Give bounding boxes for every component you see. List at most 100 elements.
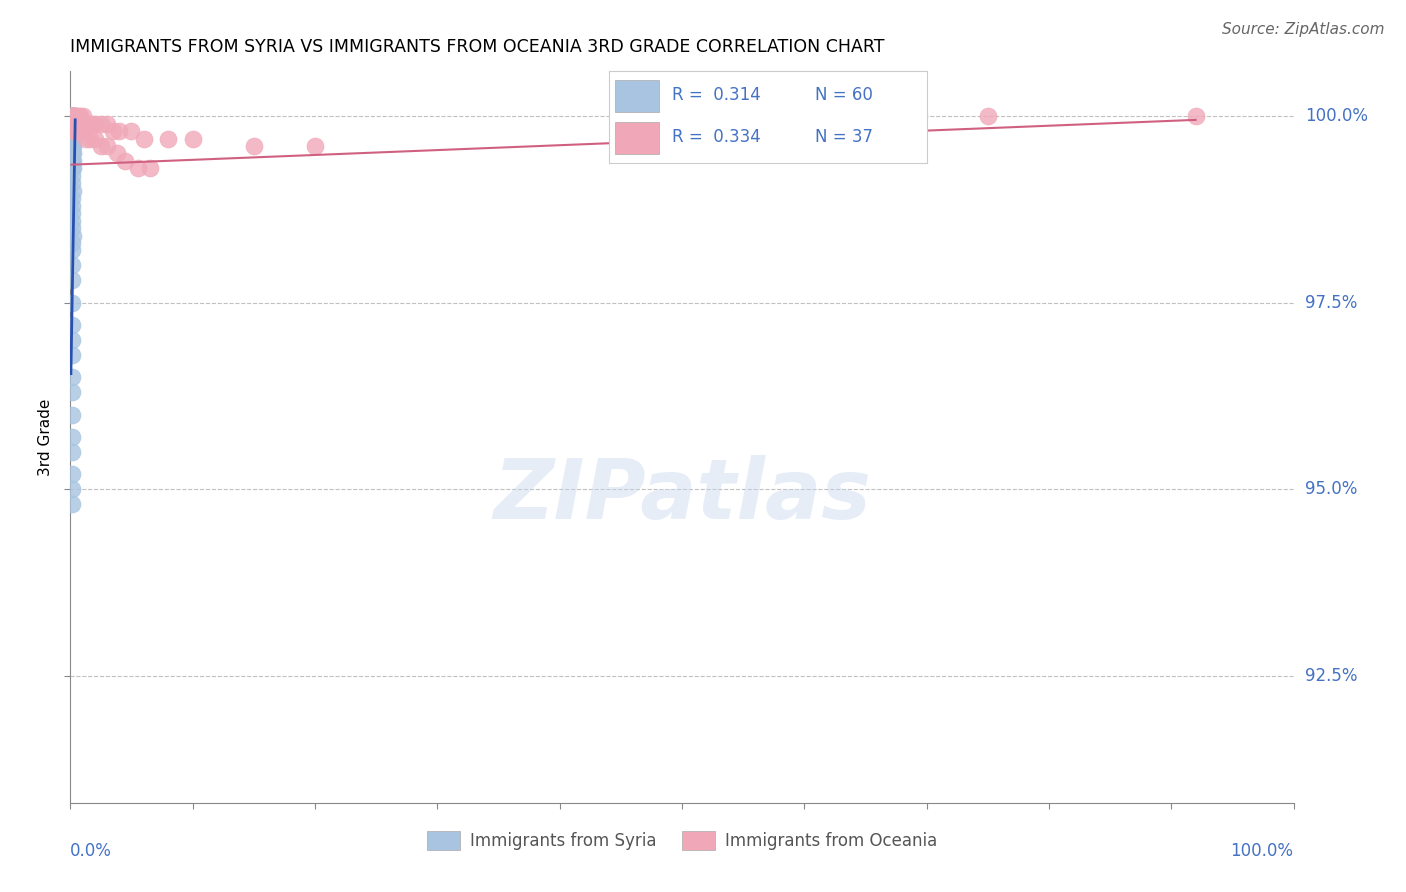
Point	[105, 146, 128, 161]
Point	[75, 131, 97, 145]
Point	[62, 117, 84, 131]
Point	[60, 318, 83, 332]
Point	[62, 139, 84, 153]
Point	[60, 109, 83, 123]
Point	[72, 124, 94, 138]
Text: 92.5%: 92.5%	[1305, 667, 1357, 685]
Point	[60, 146, 83, 161]
Point	[60, 213, 83, 227]
Point	[139, 161, 162, 176]
Text: 100.0%: 100.0%	[1230, 842, 1294, 860]
Point	[60, 153, 83, 168]
Point	[77, 117, 100, 131]
Point	[60, 467, 83, 482]
Point	[60, 139, 83, 153]
Point	[60, 146, 83, 161]
Point	[63, 117, 86, 131]
Point	[60, 177, 83, 191]
Point	[60, 295, 83, 310]
Point	[60, 199, 83, 213]
Point	[62, 153, 84, 168]
Text: Source: ZipAtlas.com: Source: ZipAtlas.com	[1222, 22, 1385, 37]
Point	[62, 228, 84, 243]
Point	[60, 348, 83, 362]
Point	[60, 483, 83, 497]
Point	[60, 497, 83, 511]
Legend: Immigrants from Syria, Immigrants from Oceania: Immigrants from Syria, Immigrants from O…	[420, 824, 943, 856]
Point	[73, 117, 96, 131]
Point	[121, 124, 143, 138]
Point	[60, 333, 83, 347]
Point	[62, 184, 84, 198]
Point	[976, 109, 998, 123]
Point	[69, 109, 91, 123]
Point	[62, 131, 84, 145]
Point	[60, 117, 83, 131]
Text: 97.5%: 97.5%	[1305, 293, 1357, 311]
Point	[62, 124, 84, 138]
Point	[127, 161, 149, 176]
Point	[60, 124, 83, 138]
Point	[65, 109, 87, 123]
Point	[63, 109, 86, 123]
Point	[63, 109, 86, 123]
Point	[62, 124, 84, 138]
Point	[96, 139, 118, 153]
Point	[63, 109, 86, 123]
Point	[60, 191, 83, 205]
Point	[62, 139, 84, 153]
Point	[304, 139, 326, 153]
Y-axis label: 3rd Grade: 3rd Grade	[38, 399, 53, 475]
Point	[62, 109, 84, 123]
Text: 100.0%: 100.0%	[1305, 107, 1368, 125]
Point	[60, 445, 83, 459]
Point	[62, 124, 84, 138]
Point	[60, 153, 83, 168]
Point	[60, 385, 83, 400]
Point	[60, 430, 83, 444]
Point	[60, 221, 83, 235]
Point	[60, 131, 83, 145]
Point	[114, 153, 136, 168]
Point	[67, 124, 90, 138]
Point	[60, 109, 83, 123]
Point	[63, 109, 86, 123]
Point	[132, 131, 155, 145]
Point	[62, 131, 84, 145]
Point	[1184, 109, 1206, 123]
Point	[243, 139, 266, 153]
Point	[63, 124, 86, 138]
Point	[181, 131, 204, 145]
Point	[60, 235, 83, 250]
Point	[96, 117, 118, 131]
Point	[60, 169, 83, 183]
Point	[60, 161, 83, 176]
Point	[108, 124, 131, 138]
Point	[83, 117, 105, 131]
Point	[82, 117, 104, 131]
Point	[62, 161, 84, 176]
Point	[79, 131, 101, 145]
Point	[62, 146, 84, 161]
Point	[62, 109, 84, 123]
Point	[60, 117, 83, 131]
Point	[65, 124, 87, 138]
Point	[60, 139, 83, 153]
Point	[90, 139, 112, 153]
Point	[60, 408, 83, 422]
Text: 95.0%: 95.0%	[1305, 480, 1357, 499]
Point	[60, 124, 83, 138]
Point	[63, 109, 86, 123]
Point	[60, 244, 83, 258]
Point	[90, 117, 112, 131]
Point	[60, 370, 83, 384]
Point	[62, 109, 84, 123]
Point	[60, 131, 83, 145]
Point	[60, 273, 83, 287]
Point	[101, 124, 124, 138]
Point	[60, 146, 83, 161]
Point	[60, 109, 83, 123]
Point	[60, 206, 83, 220]
Point	[83, 131, 105, 145]
Point	[66, 109, 89, 123]
